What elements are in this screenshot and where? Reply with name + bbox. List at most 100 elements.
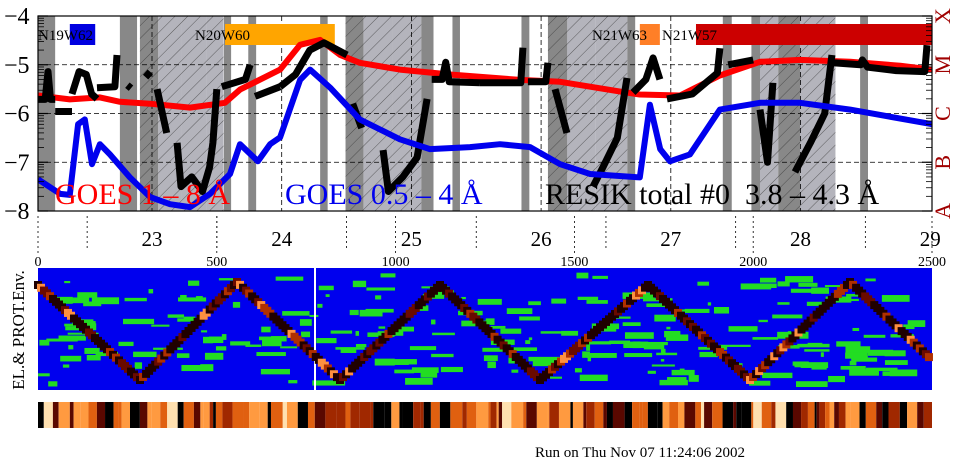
intensity-strip-cell: [370, 402, 374, 428]
env-green-patch: [177, 318, 202, 322]
env-green-patch: [772, 314, 803, 319]
intensity-strip-cell: [490, 402, 497, 428]
env-green-patch: [863, 334, 886, 338]
intensity-strip-cell: [488, 402, 491, 428]
env-green-patch: [176, 353, 190, 358]
active-region-label: N20W60: [195, 28, 250, 44]
env-green-patch: [719, 344, 751, 347]
intensity-strip-cell: [203, 402, 210, 428]
env-green-patch: [431, 319, 436, 325]
env-green-patch: [270, 336, 287, 342]
env-green-patch: [58, 335, 86, 341]
env-ylabel: EL.& PROT.Env.: [9, 270, 28, 389]
intensity-strip-cell: [325, 402, 337, 428]
env-green-patch: [134, 362, 143, 369]
intensity-strip-cell: [816, 402, 820, 428]
intensity-strip-cell: [761, 402, 772, 428]
env-green-patch: [68, 345, 74, 350]
env-green-patch: [656, 352, 678, 356]
intensity-strip-cell: [450, 402, 463, 428]
intensity-strip-cell: [160, 402, 168, 428]
env-green-patch: [713, 307, 730, 314]
intensity-strip-cell: [73, 402, 81, 428]
intensity-strip-cell: [462, 402, 467, 428]
env-green-patch: [124, 297, 147, 302]
intensity-strip-cell: [222, 402, 233, 428]
intensity-strip-cell: [733, 402, 737, 428]
active-region-label: N21W57: [662, 28, 717, 44]
env-green-patch: [907, 320, 926, 327]
env-green-patch: [256, 352, 286, 357]
series-resik-segment: [277, 39, 349, 90]
intensity-strip-cell: [511, 402, 524, 428]
env-green-patch: [845, 352, 868, 359]
intensity-strip-cell: [547, 402, 550, 428]
series-resik-segment: [38, 68, 56, 103]
env-green-patch: [532, 360, 562, 367]
intensity-strip-cell: [430, 402, 440, 428]
intensity-strip: [38, 402, 932, 428]
active-region-bar: [69, 24, 96, 45]
intensity-strip-cell: [917, 402, 924, 428]
env-green-patch: [667, 377, 687, 382]
env-green-patch: [209, 336, 224, 344]
intensity-strip-cell: [297, 402, 308, 428]
env-green-patch: [777, 281, 790, 287]
env-green-patch: [790, 288, 824, 293]
env-green-patch: [318, 285, 334, 291]
env-green-patch: [845, 346, 871, 353]
env-green-patch: [215, 346, 227, 351]
intensity-strip-cell: [882, 402, 889, 428]
env-green-patch: [587, 355, 592, 362]
intensity-strip-cell: [147, 402, 152, 428]
index-tick-label: 500: [206, 255, 227, 270]
intensity-strip-cell: [907, 402, 918, 428]
active-region-bar: [639, 24, 660, 45]
env-green-patch: [188, 280, 200, 286]
intensity-strip-cell: [391, 402, 400, 428]
env-green-patch: [624, 353, 653, 358]
series-resik-segment: [379, 98, 431, 195]
env-green-patch: [609, 340, 631, 345]
env-green-patch: [654, 314, 676, 322]
env-green-patch: [759, 277, 777, 283]
active-region-label: N21W63: [592, 28, 647, 44]
env-green-patch: [340, 348, 357, 353]
day-tick-label: 24: [271, 227, 293, 251]
intensity-strip-cell: [603, 402, 607, 428]
env-green-patch: [405, 377, 433, 385]
env-green-patch: [232, 301, 241, 308]
intensity-strip-cell: [113, 402, 119, 428]
intensity-strip-cell: [586, 402, 595, 428]
env-green-patch: [577, 296, 599, 300]
series-resik-segment: [253, 83, 282, 100]
intensity-strip-cell: [177, 402, 184, 428]
env-green-patch: [647, 370, 656, 374]
intensity-strip-cell: [753, 402, 762, 428]
intensity-strip-cell: [232, 402, 244, 428]
env-green-patch: [48, 381, 58, 387]
intensity-strip-cell: [792, 402, 802, 428]
env-green-patch: [881, 295, 910, 302]
env-green-patch: [299, 319, 312, 326]
goes-class-label: A: [930, 203, 955, 219]
env-green-patch: [865, 367, 898, 372]
env-green-patch: [77, 292, 98, 298]
intensity-strip-cell: [526, 402, 537, 428]
env-green-patch: [500, 328, 522, 334]
env-green-patch: [798, 282, 818, 287]
env-green-patch: [528, 337, 533, 341]
day-tick-label: 26: [531, 227, 552, 251]
intensity-strip-cell: [647, 402, 658, 428]
intensity-strip-cell: [684, 402, 696, 428]
env-green-patch: [261, 326, 271, 333]
series-resik-segment: [791, 54, 836, 174]
intensity-strip-cell: [345, 402, 351, 428]
env-green-patch: [260, 368, 290, 375]
intensity-strip-cell: [121, 402, 130, 428]
intensity-strip-cell: [657, 402, 663, 428]
series-resik-segment: [832, 44, 931, 76]
env-green-patch: [660, 348, 666, 355]
env-green-patch: [797, 343, 830, 348]
intensity-strip-cell: [399, 402, 403, 428]
